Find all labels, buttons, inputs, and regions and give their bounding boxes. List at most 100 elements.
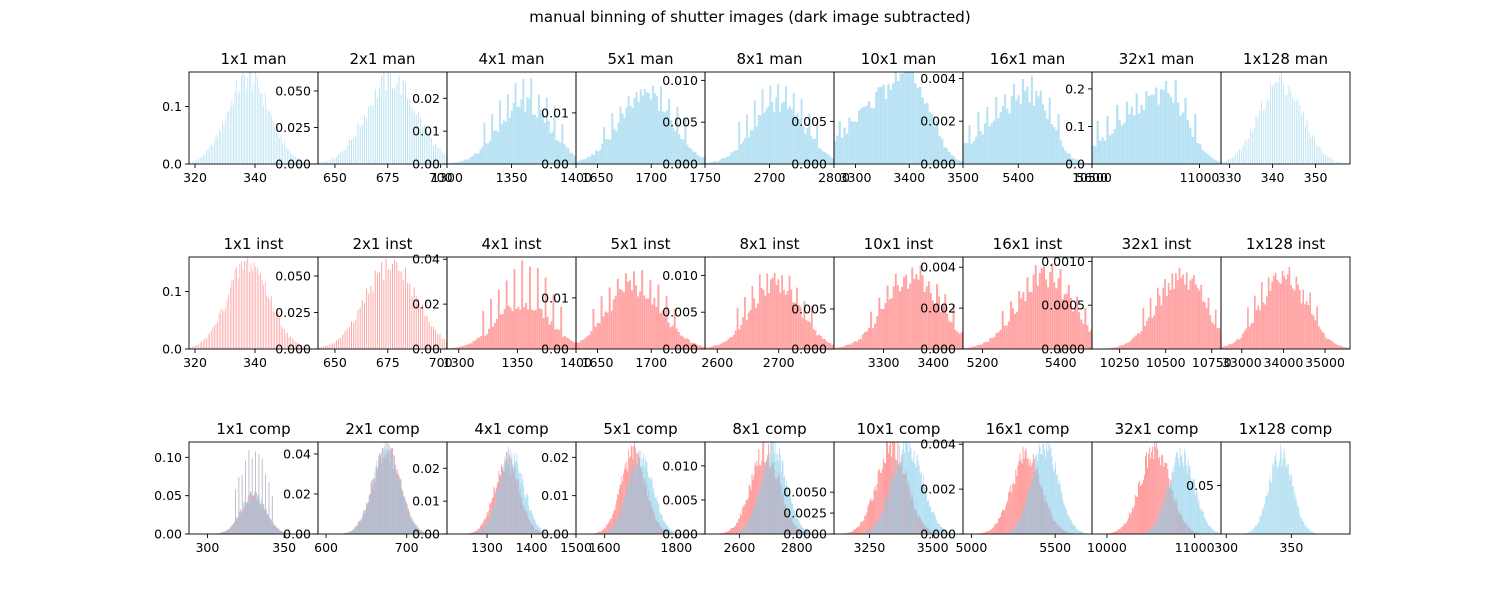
bar: [907, 443, 909, 534]
y-tick-label: 0.00: [283, 527, 311, 542]
histogram-bars: [1241, 444, 1321, 534]
y-tick-label: 0.01: [541, 290, 569, 305]
bar: [1012, 83, 1016, 164]
bar: [622, 291, 625, 349]
bar: [618, 488, 620, 534]
bar: [1012, 308, 1014, 349]
bar: [546, 316, 549, 349]
bar: [262, 506, 264, 534]
bar: [808, 532, 810, 534]
bar: [677, 533, 678, 534]
bar: [604, 532, 606, 534]
bar: [1082, 532, 1084, 534]
bar: [915, 274, 918, 349]
bar: [620, 290, 623, 349]
bar: [623, 498, 625, 534]
y-tick-label: 0.02: [412, 461, 440, 476]
bar: [486, 334, 489, 349]
bar: [880, 87, 883, 164]
bar: [398, 270, 400, 349]
bar: [1215, 531, 1217, 534]
bar: [272, 120, 274, 164]
bar: [869, 500, 871, 534]
bar: [1220, 532, 1221, 534]
bar: [1206, 153, 1209, 164]
bar: [278, 529, 280, 534]
bar: [379, 459, 380, 534]
bar: [1003, 325, 1006, 349]
bar: [352, 530, 353, 534]
bar: [422, 531, 424, 534]
bar: [767, 455, 769, 534]
bar: [882, 458, 884, 534]
bar: [870, 311, 873, 349]
bar: [1090, 329, 1092, 349]
bar: [966, 347, 969, 349]
bar: [547, 532, 549, 534]
bar: [1143, 479, 1144, 534]
bar: [751, 513, 753, 534]
bar: [1125, 522, 1127, 534]
bar: [209, 146, 211, 164]
bar: [848, 532, 850, 534]
y-tick-label: 0.0025: [783, 506, 827, 521]
bar: [407, 283, 409, 349]
bar: [804, 133, 807, 164]
bar: [209, 332, 211, 349]
bar: [1246, 141, 1248, 164]
bar: [1208, 155, 1211, 164]
bar: [468, 343, 471, 349]
bar: [592, 308, 595, 349]
bar: [672, 127, 675, 164]
bar: [1002, 509, 1004, 534]
bar: [355, 319, 357, 349]
bar: [1205, 520, 1207, 534]
bar: [207, 334, 209, 349]
bar: [1127, 517, 1129, 534]
bar: [1032, 476, 1034, 534]
bar: [475, 153, 478, 164]
bar: [917, 279, 920, 349]
bar: [380, 464, 381, 534]
bar: [603, 529, 605, 534]
x-tick-label: 650: [323, 355, 347, 370]
x-tick-label: 3300: [868, 355, 900, 370]
bar: [1182, 274, 1184, 349]
bar: [1293, 100, 1295, 164]
bar: [528, 506, 530, 534]
bar: [1239, 149, 1240, 164]
bar: [1152, 94, 1155, 164]
bar: [1026, 497, 1028, 534]
bar: [543, 122, 546, 164]
bar: [382, 447, 384, 534]
bar: [193, 161, 195, 164]
bar: [1184, 284, 1186, 349]
bar: [1162, 90, 1165, 164]
x-tick-label: 10000: [1087, 540, 1127, 555]
bar: [712, 161, 715, 164]
bar: [754, 462, 756, 534]
bar: [1276, 280, 1279, 349]
bar: [903, 442, 905, 534]
bar: [1080, 531, 1082, 534]
bar: [883, 462, 885, 534]
bar: [1333, 343, 1336, 349]
bar: [730, 529, 732, 534]
bar: [516, 106, 519, 164]
bar: [781, 461, 783, 534]
bar: [287, 332, 288, 349]
bar: [206, 150, 207, 164]
bar: [251, 458, 253, 534]
bar: [530, 509, 532, 534]
x-tick-label: 1300: [431, 170, 463, 185]
bar: [307, 162, 309, 164]
bar: [990, 122, 993, 164]
bar: [1026, 86, 1029, 164]
bar: [1304, 523, 1306, 534]
bar: [1017, 522, 1019, 534]
y-tick-label: 0.02: [283, 487, 311, 502]
bar: [1156, 442, 1158, 534]
histogram-bars: [189, 257, 318, 349]
